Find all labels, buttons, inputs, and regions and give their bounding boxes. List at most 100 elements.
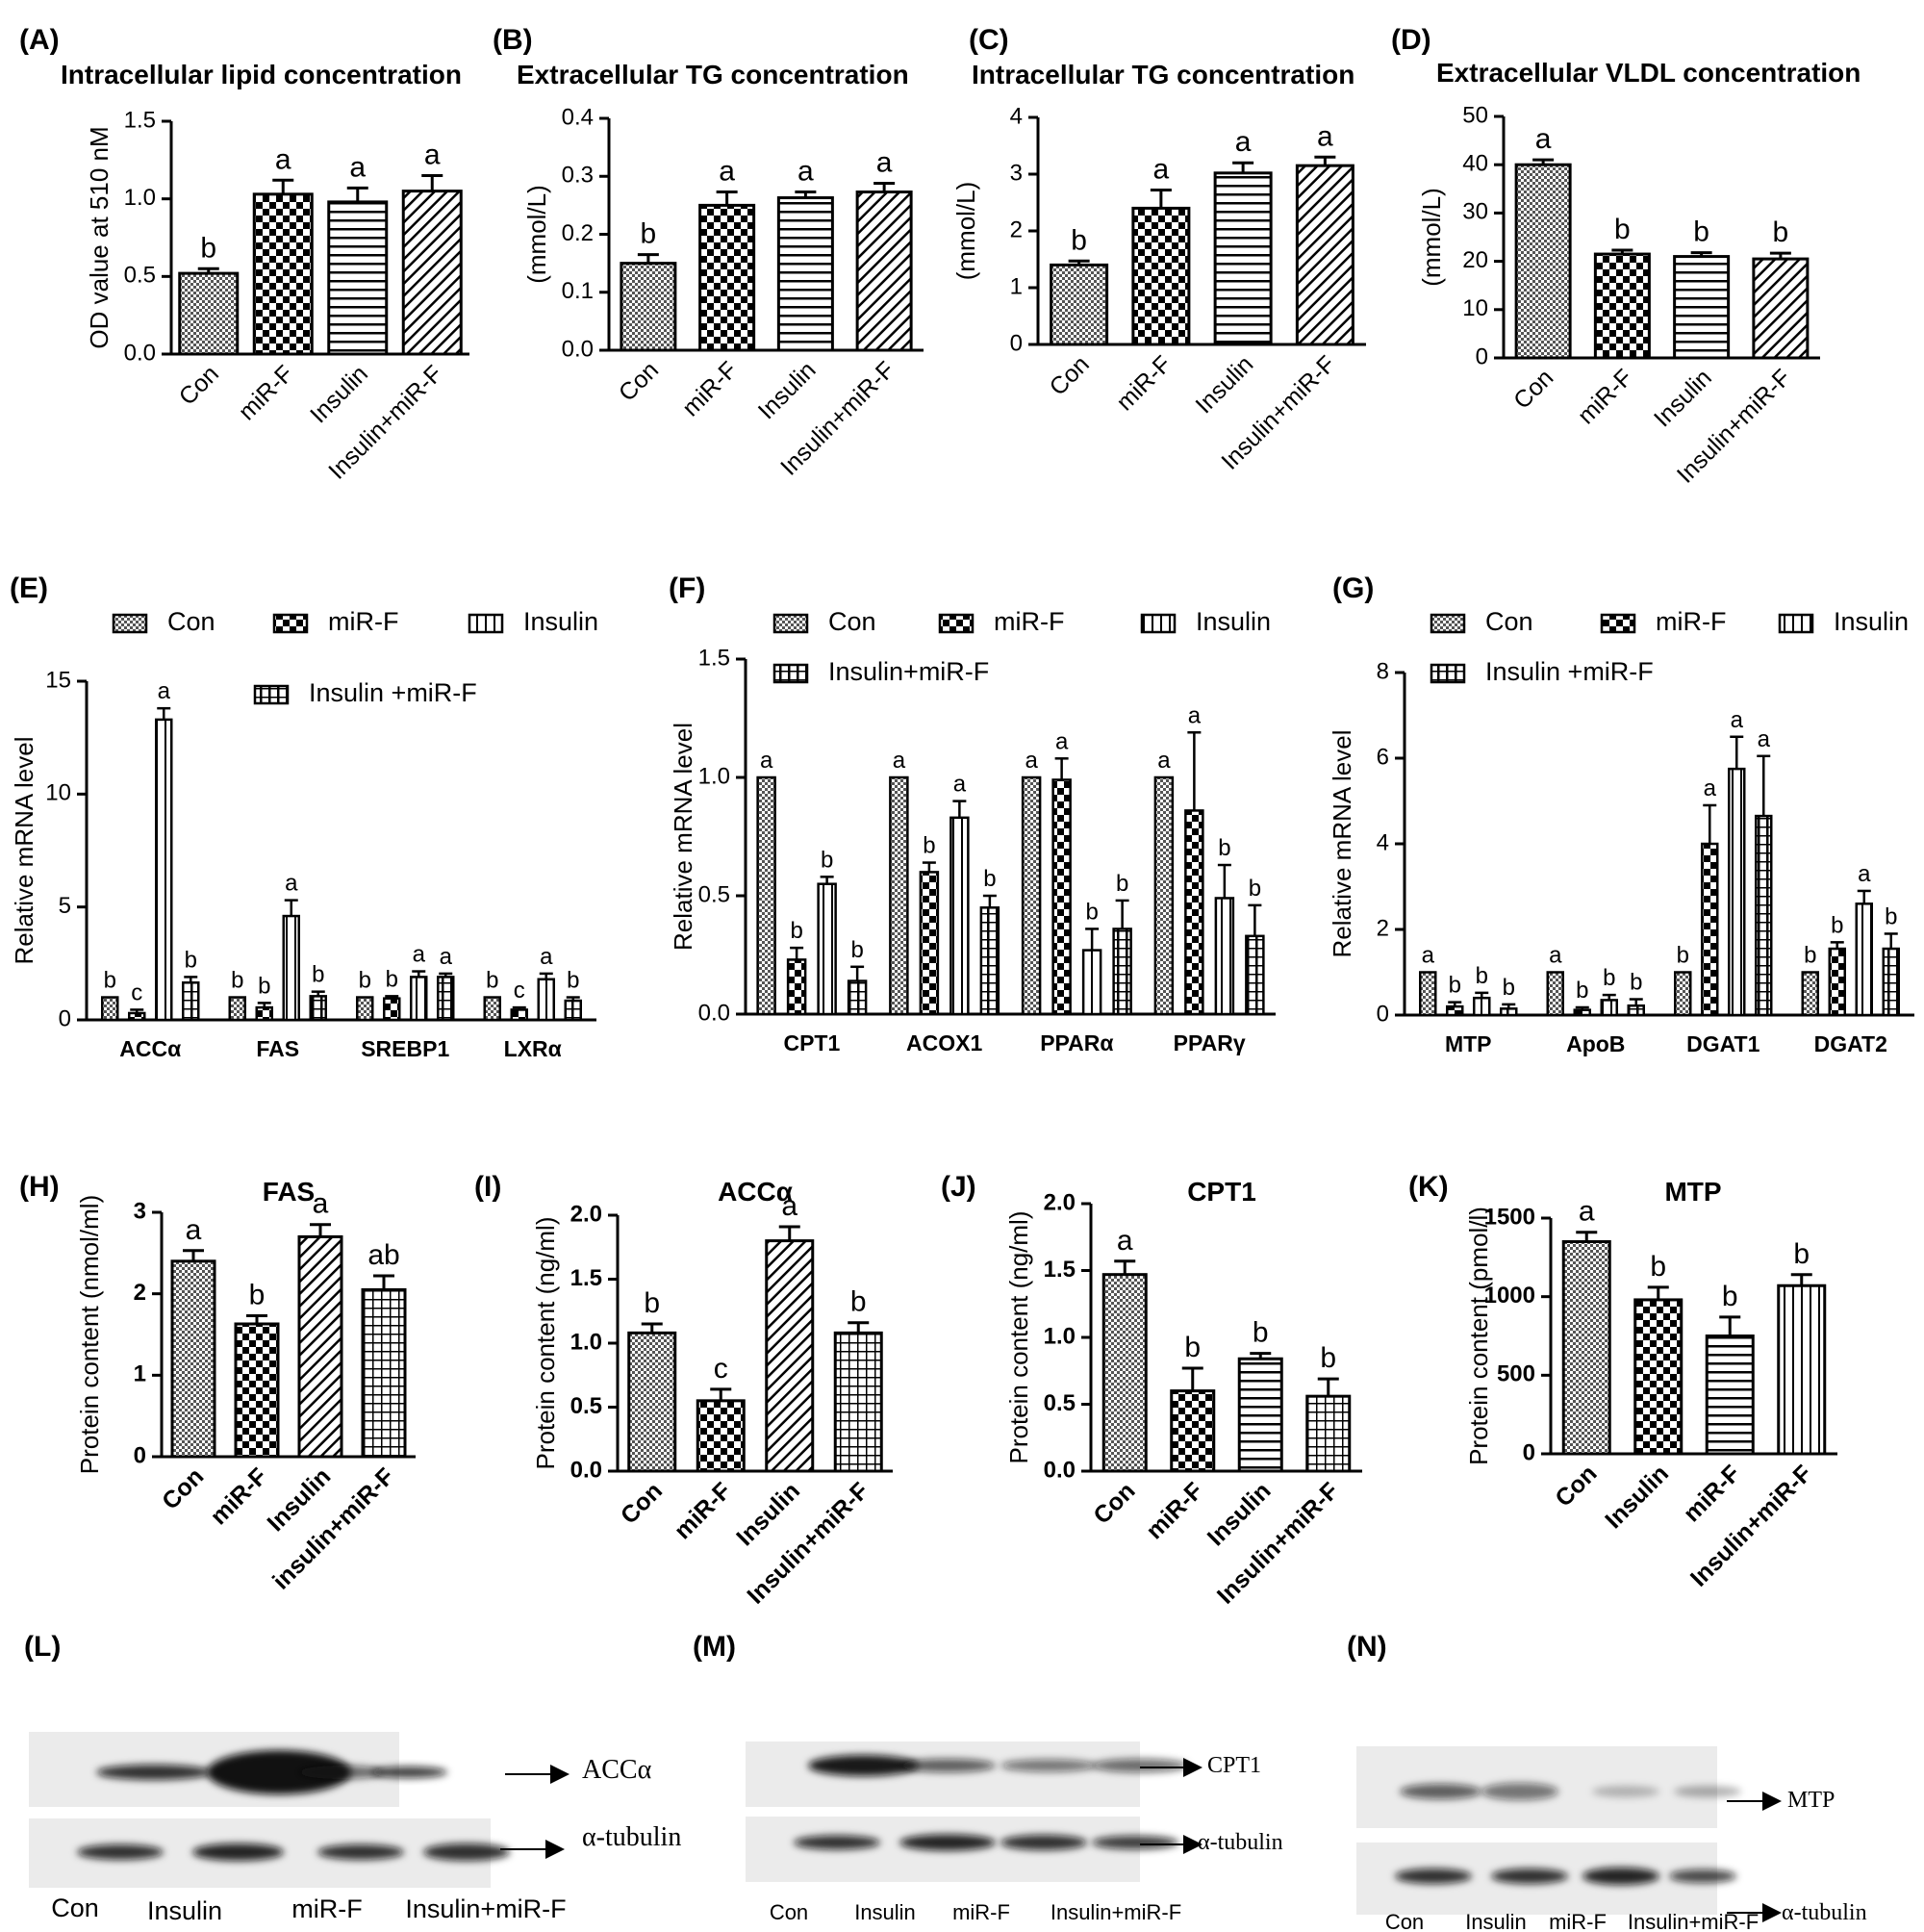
bar [1131,206,1191,346]
significance-letter: a [1025,748,1038,774]
x-tick-label: FAS [256,1036,299,1061]
y-axis-label: Protein content (ng/ml) [1004,1210,1033,1463]
bar [1728,767,1746,1017]
bar [1600,999,1618,1017]
bar-group: b [1170,1332,1216,1473]
bar-group: a [949,772,970,1016]
bar-group: b [182,947,200,1022]
significance-letter: a [876,146,893,178]
x-tick-label: Con [616,1477,668,1529]
bar-group: b [1500,975,1518,1017]
significance-letter: b [1722,1281,1738,1312]
bar [833,1331,883,1473]
bar [855,191,913,352]
y-tick-label: 1.5 [124,107,156,133]
bar [1112,928,1132,1016]
y-tick-label: 0.2 [562,220,594,246]
panel-label: (E) [10,572,48,604]
significance-letter: b [1773,216,1789,248]
y-tick-label: 15 [45,667,71,693]
bar-group: c [510,978,528,1022]
bar-group: a [410,942,428,1022]
bar-group: a [537,944,555,1022]
significance-letter: b [1793,1238,1810,1270]
bar-group: a [765,1190,815,1473]
y-axis-label: (mmol/L) [951,182,980,281]
significance-letter: a [1153,154,1170,186]
significance-letter: a [1535,123,1552,155]
chart-title: Extracellular TG concentration [517,60,909,89]
significance-letter: b [1218,835,1230,861]
bar-group: b [1752,216,1810,360]
y-tick-label: 50 [1462,102,1488,128]
bar [620,262,677,352]
bar [1593,252,1651,360]
significance-letter: b [641,218,657,250]
y-tick-label: 1500 [1484,1204,1535,1230]
x-tick-label: PPARγ [1174,1030,1246,1055]
band-label: MTP [1787,1788,1835,1813]
x-tick-label: Con [1045,350,1095,400]
significance-letter: a [1731,707,1744,733]
bar-group: a [170,1214,216,1459]
protein-band [96,1765,212,1780]
protein-band [77,1844,164,1860]
significance-letter: b [1320,1342,1336,1374]
x-tick-label: miR-F [1679,1460,1746,1527]
bar [282,914,300,1022]
bar [1170,1389,1216,1473]
lane-label: Con [1385,1910,1424,1932]
legend-label: miR-F [328,607,398,636]
legend: Con miR-F Insulin Insulin +miR-F [1430,607,1909,686]
bar-group: b [1593,214,1651,360]
lane-label: Con [51,1894,99,1922]
x-tick-label: CPT1 [783,1030,840,1055]
bar-group: b [483,968,501,1022]
bar-group: a [1561,1196,1611,1456]
y-tick-label: 10 [1462,295,1488,321]
x-tick-label: Insulin [305,360,373,428]
blot-n: (N) MTP α-tubulin Con Insulin miR-F Insulin+mi… [1347,1631,1867,1932]
panel-a: (A)Intracellular lipid concentration 0.0 0… [19,24,469,485]
bar-group: c [128,979,146,1022]
bar [510,1008,528,1022]
bar [776,196,834,352]
significance-letter: c [131,979,142,1005]
bar-group: b [178,232,240,356]
bar [627,1331,677,1473]
significance-letter: a [1235,126,1252,158]
significance-letter: b [1576,978,1588,1004]
bar-group: ab [361,1239,407,1459]
bar-group: b [620,218,677,352]
legend-swatch [112,613,148,634]
x-tick-label: DGAT1 [1686,1031,1759,1056]
bar [228,996,246,1022]
bar-group: a [1184,702,1204,1016]
significance-letter: b [1449,973,1461,999]
significance-letter: b [821,847,833,873]
bar-group: b [979,866,1000,1016]
x-tick-label: DGAT2 [1814,1031,1887,1056]
x-tick-label: Con [174,360,224,410]
protein-band [317,1844,404,1860]
panel-h: (H) FAS 0 1 2 3 Protein content (nmol/ml) a Con b… [19,1171,416,1595]
significance-letter: b [1677,943,1689,969]
significance-letter: b [104,968,116,994]
significance-letter: b [923,833,935,859]
chart-title: FAS [263,1177,315,1207]
bar-group: b [356,968,374,1022]
y-axis-label: Relative mRNA level [10,737,38,965]
lane-label: Insulin [147,1896,222,1925]
band-label: α-tubulin [1782,1900,1867,1925]
significance-letter: b [1804,943,1816,969]
protein-band [1395,1868,1472,1884]
panel-label: (C) [969,24,1009,56]
band-label: α-tubulin [1198,1830,1283,1855]
bar [401,190,463,356]
bar [1546,971,1564,1017]
bar [1446,1004,1464,1017]
legend-label: Con [167,607,215,636]
bar-group: a [327,151,389,356]
y-tick-label: 0.0 [570,1457,602,1483]
